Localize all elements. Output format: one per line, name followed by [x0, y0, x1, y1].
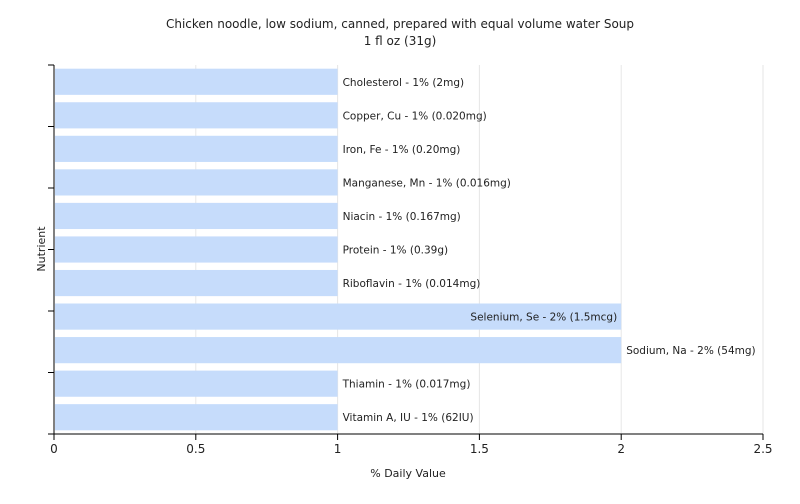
x-axis-title: % Daily Value [370, 467, 446, 480]
bar [55, 269, 338, 297]
bar [55, 337, 622, 364]
bar [55, 102, 338, 129]
bar [55, 135, 338, 162]
bar-label: Iron, Fe - 1% (0.20mg) [343, 144, 461, 156]
bar [55, 370, 338, 397]
x-tick-label: 2 [617, 442, 625, 456]
bar-label: Thiamin - 1% (0.017mg) [342, 379, 471, 391]
bar [55, 303, 622, 330]
x-tick-label: 1.5 [470, 442, 489, 456]
x-tick-label: 2.5 [753, 442, 772, 456]
bar-label: Selenium, Se - 2% (1.5mcg) [470, 312, 617, 324]
bar-label: Protein - 1% (0.39g) [343, 245, 449, 257]
bar [55, 202, 338, 230]
bar [55, 236, 338, 263]
axes: 0 0.5 1 1.5 2 2.5 [48, 64, 773, 456]
bar-label: Niacin - 1% (0.167mg) [343, 211, 461, 223]
bar-label: Riboflavin - 1% (0.014mg) [343, 278, 481, 290]
x-tick-label: 0 [50, 442, 58, 456]
bar-label: Sodium, Na - 2% (54mg) [626, 345, 755, 357]
bar [55, 68, 338, 95]
bar-label: Manganese, Mn - 1% (0.016mg) [343, 177, 511, 189]
bar [55, 169, 338, 196]
bar-label: Cholesterol - 1% (2mg) [343, 77, 465, 89]
bar-labels: Cholesterol - 1% (2mg) Copper, Cu - 1% (0… [342, 77, 756, 424]
bar [55, 404, 338, 431]
bars [55, 68, 622, 431]
chart-title: Chicken noodle, low sodium, canned, prep… [166, 17, 634, 31]
chart-subtitle: 1 fl oz (31g) [364, 34, 437, 48]
x-tick-label: 0.5 [186, 442, 205, 456]
y-axis-title: Nutrient [35, 226, 48, 272]
bar-label: Vitamin A, IU - 1% (62IU) [343, 412, 474, 424]
x-tick-label: 1 [334, 442, 342, 456]
bar-label: Copper, Cu - 1% (0.020mg) [343, 110, 487, 122]
